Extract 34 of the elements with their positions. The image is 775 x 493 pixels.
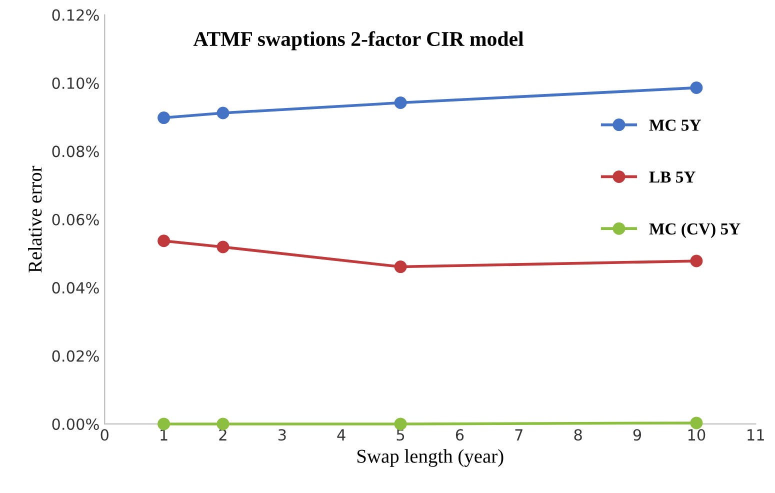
point (216, 240, 230, 254)
x-tick-label: 11 (748, 429, 764, 440)
x-tick-label: 0 (100, 429, 108, 441)
y-tick-label: 0.08% (52, 146, 99, 158)
point (216, 418, 230, 430)
x-tick-label: 3 (278, 429, 286, 441)
text: ATMF swaptions 2-factor CIR model (193, 31, 524, 50)
y-tick-label: 0.10% (52, 77, 99, 90)
point (158, 234, 170, 248)
point (394, 260, 407, 274)
point (690, 82, 703, 94)
y-tick-label: 0.04% (52, 282, 99, 294)
x-tick-label: 7 (515, 429, 522, 440)
y-tick-label: 0.00% (52, 418, 99, 430)
x-tick-label: 10 (688, 429, 706, 441)
x-tick-label: 4 (337, 429, 346, 440)
point (394, 96, 407, 110)
x-tick-label: 9 (633, 429, 642, 441)
x-axis-title: Swap length (year) (357, 449, 504, 467)
y-tick-label: 0.02% (52, 350, 99, 362)
point (690, 254, 703, 268)
point (158, 418, 170, 430)
legend-label: LB 5Y (649, 172, 696, 183)
point (394, 418, 407, 430)
x-tick-label: 8 (574, 429, 582, 441)
legend-label: MC (CV) 5Y (649, 222, 740, 238)
y-axis-title: Relative error (28, 166, 42, 273)
x-tick-label: 6 (456, 429, 464, 441)
point (216, 106, 230, 120)
y-tick-label: 0.06% (52, 214, 99, 226)
point (690, 416, 703, 430)
y-tick-label: 0.12% (52, 9, 99, 21)
legend-label: MC 5Y (649, 120, 701, 131)
point (158, 112, 170, 124)
